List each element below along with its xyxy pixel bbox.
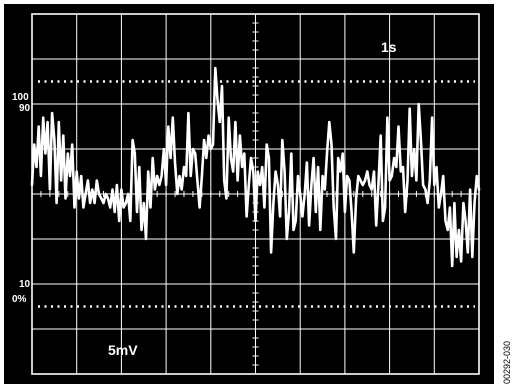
level-label-0pct: 0% (12, 294, 27, 305)
figure-id: 00292-030 (502, 341, 512, 384)
level-label-100: 100 (12, 92, 29, 103)
timebase-label: 1s (381, 39, 397, 55)
graticule (31, 13, 480, 375)
signal-trace (30, 66, 481, 268)
level-label-90: 90 (19, 103, 31, 114)
scale-label: 5mV (108, 342, 138, 358)
scope-labels: 1s 5mV 100 90 10 0% (12, 39, 397, 358)
level-label-10: 10 (19, 279, 31, 290)
signal-trace-group (30, 66, 481, 268)
